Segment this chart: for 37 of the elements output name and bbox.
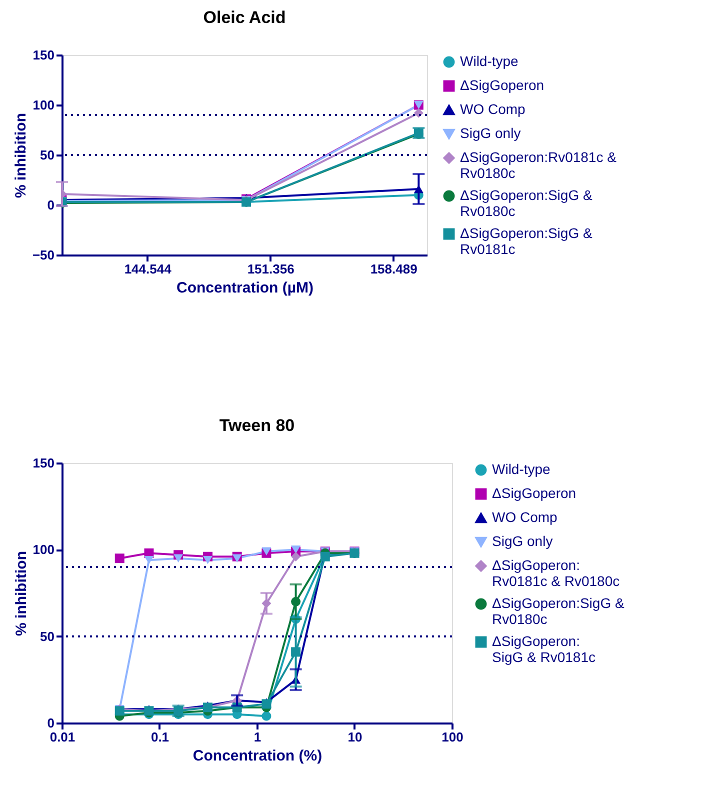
legend-label: ΔSigGoperon (492, 485, 576, 501)
y-tick-label: −50 (32, 248, 54, 262)
legend-label: ΔSigGoperon:SigG & Rv0181c (460, 225, 593, 257)
y-axis-title: % inhibition (12, 113, 30, 198)
x-axis-title: Concentration (µM) (176, 280, 314, 296)
y-tick-label: 150 (32, 48, 54, 62)
y-tick-label: 100 (32, 98, 54, 112)
x-tick-label: 144.544 (124, 262, 172, 276)
legend-label: WO Comp (460, 101, 526, 117)
x-tick-label: 0.01 (50, 730, 76, 744)
x-tick-label: 0.1 (150, 730, 170, 744)
legend-label: ΔSigGoperon: SigG & Rv0181c (492, 633, 596, 665)
y-tick-label: 150 (32, 456, 54, 470)
x-tick-label: 1 (254, 730, 262, 744)
legend-label: ΔSigGoperon:SigG & Rv0180c (460, 187, 593, 219)
x-tick-label: 158.489 (370, 262, 418, 276)
x-tick-label: 10 (348, 730, 362, 744)
y-tick-label: 50 (40, 148, 54, 162)
x-tick-label: 151.356 (247, 262, 294, 276)
legend-label: ΔSigGoperon (460, 77, 544, 93)
legend-label: Wild-type (460, 53, 519, 69)
legend-label: ΔSigGoperon: Rv0181c & Rv0180c (492, 557, 620, 589)
chart-title: Oleic Acid (203, 8, 286, 27)
chart-title: Tween 80 (219, 416, 295, 435)
x-tick-label: 100 (442, 730, 464, 744)
legend-label: SigG only (460, 125, 521, 141)
y-tick-label: 0 (47, 716, 54, 730)
legend-label: ΔSigGoperon:Rv0181c & Rv0180c (460, 149, 618, 181)
legend-label: SigG only (492, 533, 553, 549)
legend-label: Wild-type (492, 461, 551, 477)
y-axis-title: % inhibition (12, 551, 30, 636)
y-tick-label: 100 (32, 542, 54, 558)
legend-label: WO Comp (492, 509, 558, 525)
legend-label: ΔSigGoperon:SigG & Rv0180c (492, 595, 625, 627)
y-tick-label: 0 (47, 198, 54, 212)
y-tick-label: 50 (40, 628, 54, 644)
x-axis-title: Concentration (%) (192, 748, 322, 764)
